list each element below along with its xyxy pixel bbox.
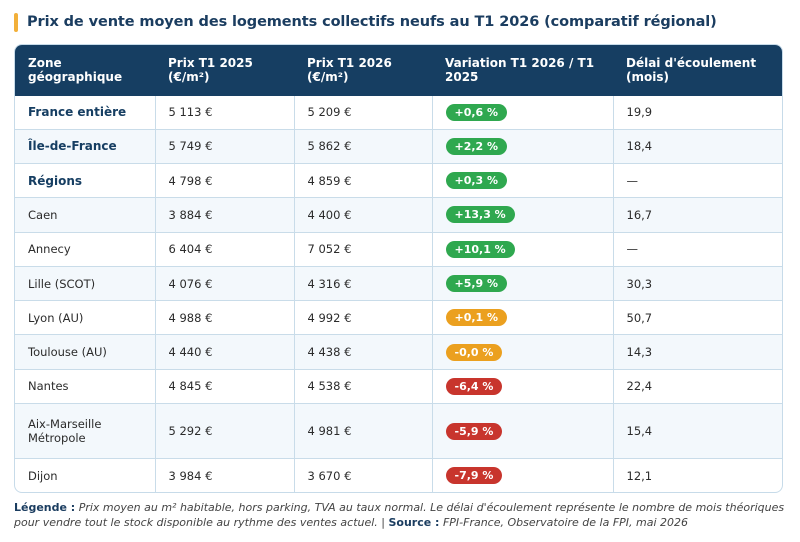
cell-price-2026: 4 992 €	[294, 300, 433, 336]
variation-badge: -7,9 %	[445, 467, 503, 485]
cell-price-2026: 7 052 €	[294, 232, 433, 267]
cell-price-2026: 4 400 €	[294, 197, 433, 233]
cell-zone: Île-de-France	[15, 129, 156, 165]
cell-delai: 14,3	[613, 334, 782, 370]
table-body: France entière 5 113 €5 209 € +0,6 % 19,9 Îl…	[15, 96, 782, 492]
cell-price-2025: 4 440 €	[155, 334, 295, 370]
header-delai: Délai d'écoulement (mois)	[613, 45, 782, 96]
header-variation: Variation T1 2026 / T1 2025	[432, 45, 613, 96]
price-table: Zone géographique Prix T1 2025 (€/m²) Pr…	[15, 45, 782, 492]
legend-label: Légende :	[14, 501, 76, 514]
cell-zone: Lyon (AU)	[15, 300, 156, 336]
cell-price-2025: 6 404 €	[155, 232, 295, 267]
table-row: Aix-Marseille Métropole 5 292 €4 981 € -5,…	[15, 403, 782, 460]
cell-price-2026: 3 670 €	[294, 458, 433, 492]
cell-variation: -5,9 %	[432, 403, 614, 460]
cell-variation: +0,6 %	[432, 96, 614, 130]
source-text: FPI-France, Observatoire de la FPI, mai …	[439, 516, 689, 529]
cell-price-2025: 3 984 €	[155, 458, 295, 492]
table-row: Île-de-France 5 749 €5 862 € +2,2 % 18,4	[15, 129, 782, 165]
cell-zone: Toulouse (AU)	[15, 334, 156, 370]
cell-price-2026: 4 981 €	[294, 403, 433, 460]
cell-price-2026: 4 538 €	[294, 369, 433, 404]
cell-variation: +10,1 %	[432, 232, 614, 267]
cell-zone: Dijon	[15, 458, 156, 492]
cell-variation: +13,3 %	[432, 197, 614, 233]
cell-price-2026: 4 438 €	[294, 334, 433, 370]
variation-badge: +0,1 %	[445, 309, 508, 327]
cell-zone: France entière	[15, 96, 156, 130]
header-price-2026: Prix T1 2026 (€/m²)	[294, 45, 432, 96]
cell-variation: +0,3 %	[432, 163, 614, 199]
cell-price-2025: 4 988 €	[155, 300, 295, 336]
table-footnote: Légende : Prix moyen au m² habitable, ho…	[14, 500, 786, 530]
cell-price-2025: 4 798 €	[155, 163, 295, 199]
table-row: France entière 5 113 €5 209 € +0,6 % 19,9	[15, 96, 782, 130]
cell-price-2026: 4 859 €	[294, 163, 433, 199]
cell-delai: 19,9	[613, 96, 782, 130]
variation-badge: -0,0 %	[445, 343, 503, 361]
variation-badge: +2,2 %	[445, 137, 508, 155]
variation-badge: +0,6 %	[445, 103, 508, 121]
table-row: Dijon 3 984 €3 670 € -7,9 % 12,1	[15, 458, 782, 492]
cell-variation: +5,9 %	[432, 266, 614, 302]
cell-zone: Aix-Marseille Métropole	[15, 403, 156, 460]
cell-price-2026: 4 316 €	[294, 266, 433, 302]
variation-badge: +10,1 %	[445, 240, 515, 258]
header-price-2025: Prix T1 2025 (€/m²)	[155, 45, 294, 96]
variation-badge: +13,3 %	[445, 206, 515, 224]
cell-delai: —	[613, 232, 782, 267]
source-label: Source :	[388, 516, 440, 529]
cell-zone: Lille (SCOT)	[15, 266, 156, 302]
cell-variation: -6,4 %	[432, 369, 614, 404]
price-table-container: Zone géographique Prix T1 2025 (€/m²) Pr…	[14, 44, 783, 493]
cell-zone: Nantes	[15, 369, 156, 404]
page-title: Prix de vente moyen des logements collec…	[27, 14, 717, 30]
cell-delai: 18,4	[613, 129, 782, 165]
cell-zone: Régions	[15, 163, 156, 199]
cell-price-2026: 5 862 €	[294, 129, 433, 165]
title-row: Prix de vente moyen des logements collec…	[14, 10, 717, 34]
title-accent-bar	[14, 12, 18, 32]
cell-variation: +0,1 %	[432, 300, 614, 336]
cell-price-2025: 5 113 €	[155, 96, 295, 130]
cell-delai: 30,3	[613, 266, 782, 302]
cell-variation: -0,0 %	[432, 334, 614, 370]
table-row: Lille (SCOT) 4 076 €4 316 € +5,9 % 30,3	[15, 266, 782, 302]
variation-badge: +0,3 %	[445, 172, 508, 190]
variation-badge: -5,9 %	[445, 422, 503, 440]
legend-text: Prix moyen au m² habitable, hors parking…	[14, 501, 785, 529]
cell-variation: -7,9 %	[432, 458, 614, 492]
cell-price-2026: 5 209 €	[294, 96, 433, 130]
cell-delai: 50,7	[613, 300, 782, 336]
table-row: Caen 3 884 €4 400 € +13,3 % 16,7	[15, 197, 782, 233]
variation-badge: -6,4 %	[445, 377, 503, 395]
cell-price-2025: 4 845 €	[155, 369, 295, 404]
table-row: Nantes 4 845 €4 538 € -6,4 % 22,4	[15, 369, 782, 404]
cell-variation: +2,2 %	[432, 129, 614, 165]
cell-delai: 22,4	[613, 369, 782, 404]
cell-delai: 16,7	[613, 197, 782, 233]
cell-delai: 15,4	[613, 403, 782, 460]
cell-price-2025: 5 292 €	[155, 403, 295, 460]
cell-delai: 12,1	[626, 468, 653, 483]
table-row: Annecy 6 404 €7 052 € +10,1 % —	[15, 232, 782, 267]
cell-zone: Caen	[15, 197, 156, 233]
table-row: Lyon (AU) 4 988 €4 992 € +0,1 % 50,7	[15, 300, 782, 336]
cell-price-2025: 3 884 €	[155, 197, 295, 233]
cell-price-2025: 4 076 €	[155, 266, 295, 302]
header-zone: Zone géographique	[15, 45, 155, 96]
cell-price-2025: 5 749 €	[155, 129, 295, 165]
cell-delai: —	[613, 163, 782, 199]
table-row: Régions 4 798 €4 859 € +0,3 % —	[15, 163, 782, 199]
cell-zone: Annecy	[15, 232, 156, 267]
variation-badge: +5,9 %	[445, 275, 508, 292]
table-row: Toulouse (AU) 4 440 €4 438 € -0,0 % 14,3	[15, 334, 782, 370]
table-header: Zone géographique Prix T1 2025 (€/m²) Pr…	[15, 45, 782, 96]
